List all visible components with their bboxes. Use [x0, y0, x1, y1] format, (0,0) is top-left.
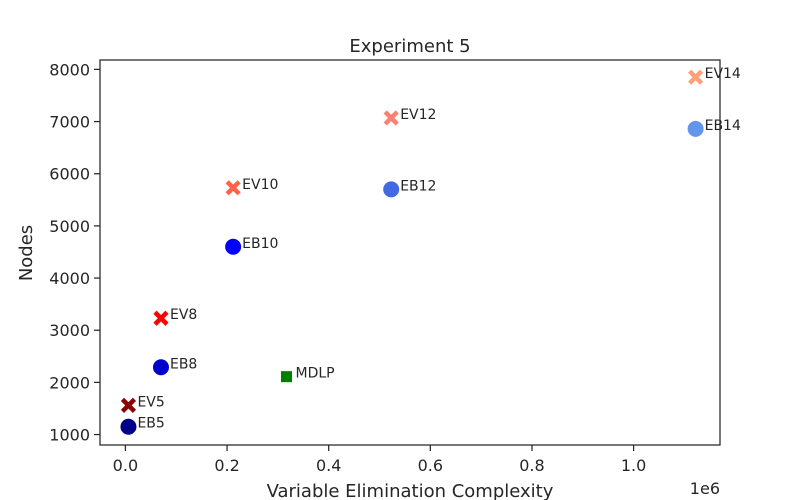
chart-title: Experiment 5 [349, 36, 470, 57]
point-ev14-marker [688, 69, 704, 85]
y-tick-label: 2000 [49, 373, 90, 392]
point-ev5-label: EV5 [137, 394, 164, 410]
point-eb12-marker [383, 181, 400, 198]
point-ev10-label: EV10 [242, 177, 278, 193]
x-tick-label: 0.8 [519, 456, 544, 475]
point-ev5-marker [120, 397, 137, 413]
x-tick-label: 0.2 [214, 456, 239, 475]
x-axis-label: Variable Elimination Complexity [267, 481, 554, 500]
point-ev12-label: EV12 [400, 107, 436, 123]
point-eb12-label: EB12 [400, 178, 436, 194]
point-ev8-marker [153, 310, 169, 326]
point-eb14-marker [687, 120, 704, 137]
x-tick-label: 0.6 [418, 456, 443, 475]
y-tick-label: 1000 [49, 426, 90, 445]
point-ev10-marker [225, 180, 241, 196]
y-tick-label: 7000 [49, 113, 90, 132]
y-tick-label: 3000 [49, 321, 90, 340]
point-ev14-label: EV14 [705, 66, 741, 82]
x-tick-label: 1.0 [621, 456, 646, 475]
x-axis-offset-label: 1e6 [690, 479, 720, 498]
point-ev12-marker [383, 110, 399, 126]
data-points: EB5 EV5 EB8 EV8 EB10 EV10 EB12 EV12 EB14 EV14 MDLP [120, 66, 741, 435]
y-tick-label: 4000 [49, 269, 90, 288]
point-eb14-label: EB14 [705, 118, 741, 134]
point-eb5-label: EB5 [137, 416, 164, 432]
point-eb8-label: EB8 [170, 356, 197, 372]
point-eb10-label: EB10 [242, 236, 278, 252]
point-mdlp-label: MDLP [296, 366, 335, 382]
plot-frame [99, 59, 721, 446]
axes: 0.0 0.2 0.4 0.6 0.8 1.0 1000 2000 3000 4000 5000 60… [49, 59, 721, 475]
point-eb8-marker [152, 359, 169, 376]
point-eb5-marker [120, 418, 137, 435]
point-eb10-marker [225, 238, 242, 255]
point-mdlp-marker [281, 371, 293, 383]
y-tick-label: 8000 [49, 60, 90, 79]
y-axis-label: Nodes [16, 225, 37, 281]
x-tick-label: 0.4 [316, 456, 341, 475]
y-tick-label: 6000 [49, 165, 90, 184]
y-tick-label: 5000 [49, 217, 90, 236]
point-ev8-label: EV8 [170, 307, 197, 323]
x-tick-label: 0.0 [113, 456, 138, 475]
